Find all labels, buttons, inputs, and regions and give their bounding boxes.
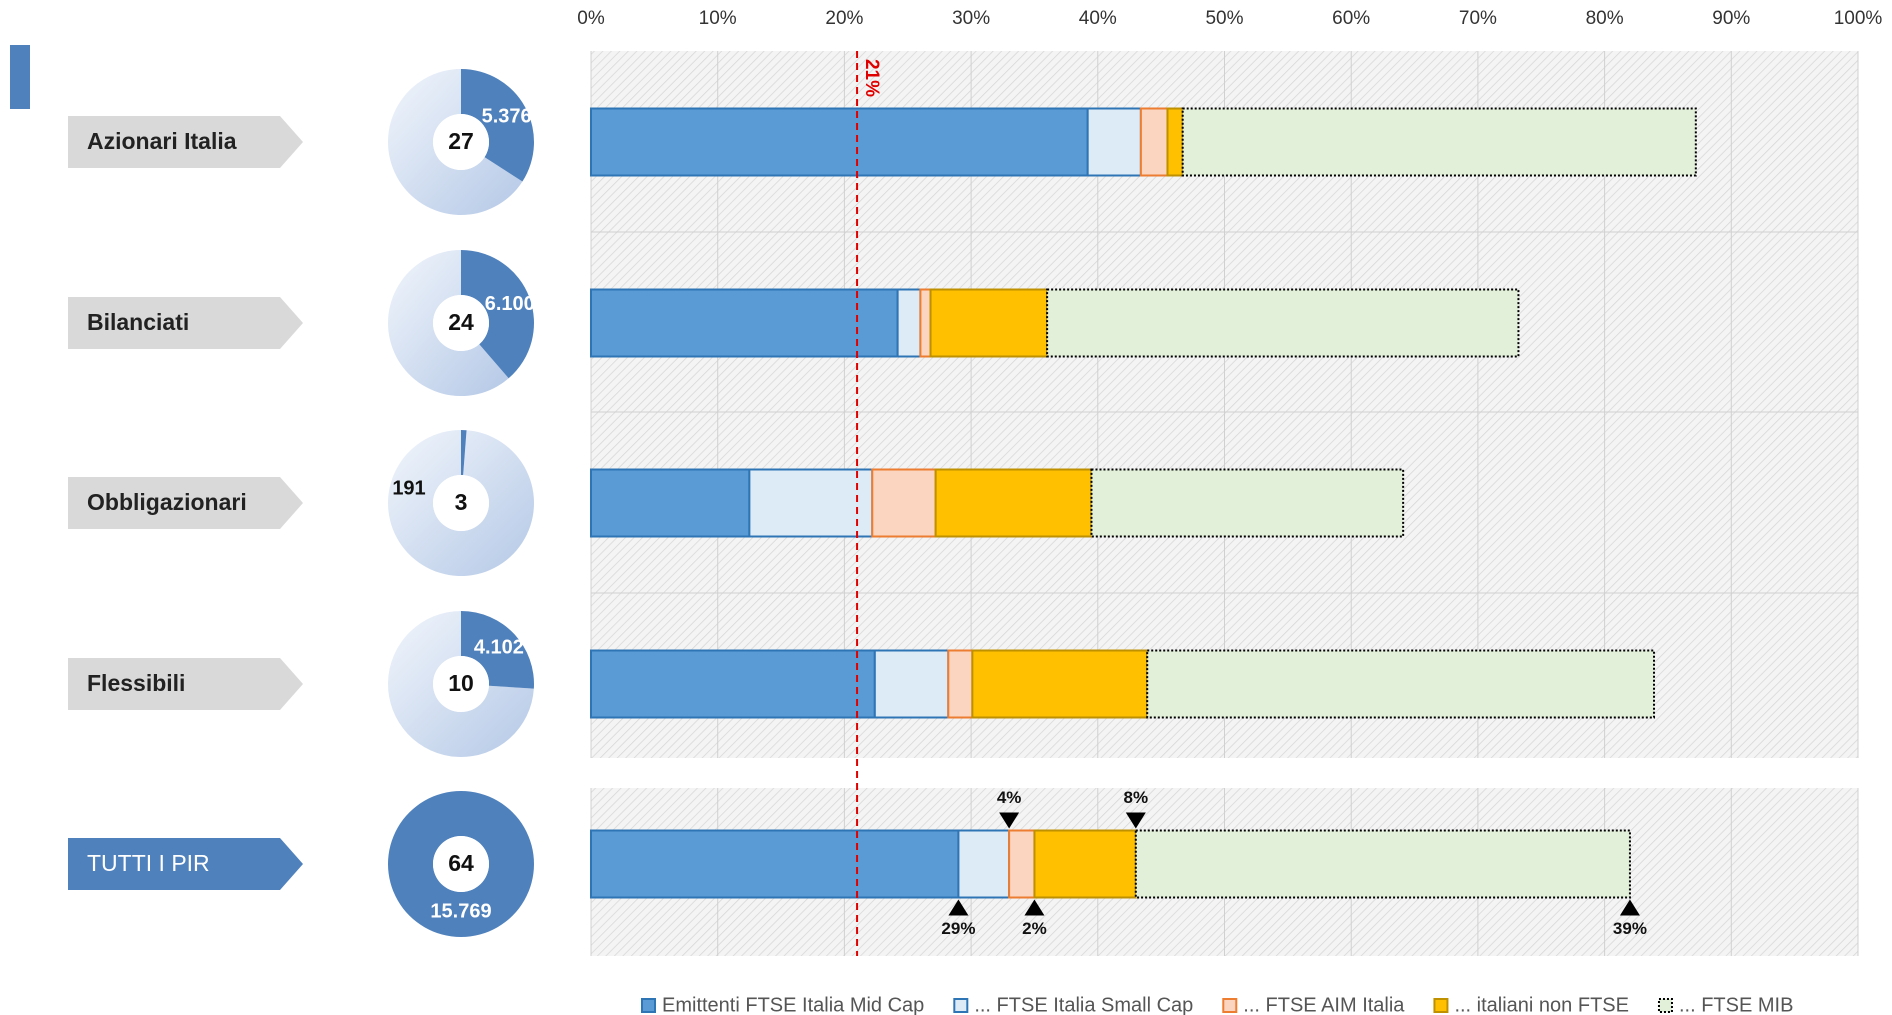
bar-segment xyxy=(1146,649,1656,719)
donut-hole xyxy=(433,836,489,892)
legend-label: ... FTSE Italia Small Cap xyxy=(974,994,1193,1015)
category-tag xyxy=(68,297,303,349)
bar-segment xyxy=(896,288,922,358)
bar-segment xyxy=(1086,107,1142,177)
donut-rest xyxy=(388,430,535,576)
data-label: 2% xyxy=(1022,919,1047,938)
donut-value-label: 6.100 xyxy=(485,293,535,315)
x-tick-label: 40% xyxy=(1079,8,1117,29)
label-pointer xyxy=(948,899,969,916)
donut-hole xyxy=(433,295,489,351)
bar-segment xyxy=(590,468,751,538)
bar-segment xyxy=(748,468,874,538)
bar-segment xyxy=(1033,829,1137,899)
x-tick-label: 30% xyxy=(952,8,990,29)
bar-segment xyxy=(871,468,937,538)
label-pointer xyxy=(1619,899,1640,916)
legend-swatch xyxy=(1657,998,1673,1013)
donut-rest xyxy=(388,611,534,757)
donut-slice xyxy=(461,69,534,182)
category-label: TUTTI I PIR xyxy=(87,850,210,876)
bar-segment xyxy=(947,649,974,719)
donut-hole xyxy=(433,114,489,170)
legend-item: ... italiani non FTSE xyxy=(1433,994,1629,1015)
bar-segment xyxy=(1181,107,1697,177)
donut-count: 10 xyxy=(448,670,474,696)
label-pointer xyxy=(999,812,1020,829)
bar-segment xyxy=(919,288,932,358)
bar-segment xyxy=(590,649,876,719)
data-label: 29% xyxy=(941,919,975,938)
legend-swatch xyxy=(953,998,969,1013)
reference-label: 21% xyxy=(861,59,882,97)
legend-label: Emittenti FTSE Italia Mid Cap xyxy=(662,994,924,1015)
legend-item: Emittenti FTSE Italia Mid Cap xyxy=(641,994,924,1015)
bar-segment xyxy=(1090,468,1405,538)
bar-segment xyxy=(957,829,1011,899)
category-tag xyxy=(68,838,303,890)
category-label: Azionari Italia xyxy=(87,128,237,154)
donut-count: 64 xyxy=(448,850,474,876)
donut-slice xyxy=(387,791,534,937)
legend-item: ... FTSE MIB xyxy=(1657,994,1793,1015)
x-tick-label: 20% xyxy=(825,8,863,29)
bar-segment xyxy=(1139,107,1169,177)
category-label: Obbligazionari xyxy=(87,489,247,515)
x-tick-label: 0% xyxy=(577,8,605,29)
bar-segment xyxy=(590,107,1089,177)
donut-value-label: 15.769 xyxy=(430,900,491,922)
x-tick-label: 60% xyxy=(1332,8,1370,29)
donut-rest xyxy=(388,250,509,396)
legend-label: ... italiani non FTSE xyxy=(1454,994,1629,1015)
donut-rest xyxy=(388,69,523,215)
donut-count: 24 xyxy=(448,309,474,335)
x-tick-label: 70% xyxy=(1459,8,1497,29)
x-tick-label: 100% xyxy=(1834,8,1883,29)
bar-segment xyxy=(934,468,1093,538)
bar-segment xyxy=(971,649,1149,719)
bar-segment xyxy=(1166,107,1184,177)
legend-label: ... FTSE MIB xyxy=(1679,994,1793,1015)
legend-swatch xyxy=(1433,998,1449,1013)
legend-label: ... FTSE AIM Italia xyxy=(1243,994,1405,1015)
legend-swatch xyxy=(641,998,656,1013)
bar-segment xyxy=(590,829,960,899)
bar-segment xyxy=(929,288,1049,358)
donut-hole xyxy=(433,475,489,531)
donut-slice xyxy=(461,250,535,379)
donut-value-label: 4.102 xyxy=(474,637,524,659)
x-tick-label: 90% xyxy=(1712,8,1750,29)
category-tag xyxy=(68,658,303,710)
donut-count: 3 xyxy=(455,489,468,515)
category-tag xyxy=(68,116,303,168)
data-label: 4% xyxy=(997,788,1022,807)
corner-marker xyxy=(10,45,30,109)
bar-segment xyxy=(590,288,899,358)
bar-segment xyxy=(1008,829,1036,899)
legend-item: ... FTSE AIM Italia xyxy=(1222,994,1405,1015)
donut-value-label: 5.376 xyxy=(482,105,532,127)
donut-value-label: 191 xyxy=(392,477,425,499)
donut-slice xyxy=(461,430,467,476)
x-tick-label: 80% xyxy=(1586,8,1624,29)
bar-segment xyxy=(1134,829,1631,899)
x-tick-label: 10% xyxy=(699,8,737,29)
donut-count: 27 xyxy=(448,128,474,154)
category-label: Bilanciati xyxy=(87,309,189,335)
x-tick-label: 50% xyxy=(1205,8,1243,29)
bar-segment xyxy=(1046,288,1520,358)
legend-item: ... FTSE Italia Small Cap xyxy=(953,994,1193,1015)
data-label: 8% xyxy=(1124,788,1149,807)
label-pointer xyxy=(1024,899,1045,916)
category-tag xyxy=(68,477,303,529)
legend-swatch xyxy=(1222,998,1238,1013)
donut-hole xyxy=(433,656,489,712)
category-label: Flessibili xyxy=(87,670,185,696)
bar-segment xyxy=(873,649,950,719)
label-pointer xyxy=(1125,812,1146,829)
donut-slice xyxy=(461,611,534,689)
data-label: 39% xyxy=(1613,919,1647,938)
